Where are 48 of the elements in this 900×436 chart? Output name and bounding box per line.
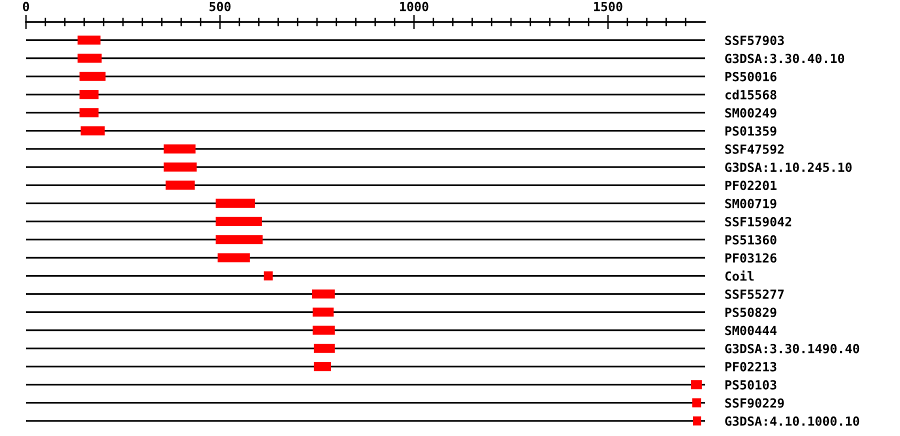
bar xyxy=(264,271,273,280)
y-tick-label: cd15568 xyxy=(725,90,776,100)
bar xyxy=(691,380,702,390)
bar xyxy=(78,54,102,63)
bar xyxy=(78,36,100,45)
y-tick-label: PS50829 xyxy=(725,308,776,318)
bar xyxy=(216,198,255,208)
bar xyxy=(218,253,250,262)
y-tick-label: PS50016 xyxy=(725,72,776,82)
x-tick-label: 0 xyxy=(22,2,30,12)
y-tick-label: PS50103 xyxy=(725,380,776,390)
bar xyxy=(164,162,197,172)
bar xyxy=(312,308,334,317)
y-tick-label: PF03126 xyxy=(725,253,776,263)
y-tick-label: G3DSA:4.10.1000.10 xyxy=(725,416,860,426)
bar xyxy=(314,344,335,353)
bar xyxy=(692,416,702,426)
y-tick-label: SSF55277 xyxy=(725,289,784,299)
bar xyxy=(80,72,106,81)
bar xyxy=(216,235,263,244)
bar xyxy=(312,326,335,335)
bar xyxy=(166,180,195,190)
bar xyxy=(216,216,262,226)
bar xyxy=(312,289,335,299)
y-tick-label: SSF57903 xyxy=(725,36,784,46)
y-tick-label: G3DSA:3.30.40.10 xyxy=(725,54,844,64)
y-tick-label: SSF47592 xyxy=(725,144,784,154)
bar xyxy=(80,108,99,118)
x-tick-label: 500 xyxy=(210,2,231,12)
y-tick-label: SM00249 xyxy=(725,108,776,118)
y-tick-label: PF02213 xyxy=(725,362,776,372)
bar xyxy=(80,90,99,100)
bar xyxy=(314,362,331,372)
y-tick-label: SM00719 xyxy=(725,198,776,208)
y-tick-label: PS51360 xyxy=(725,235,776,245)
y-tick-label: G3DSA:1.10.245.10 xyxy=(725,162,852,172)
bar xyxy=(692,398,702,408)
y-tick-label: G3DSA:3.30.1490.40 xyxy=(725,344,860,354)
x-tick-label: 1500 xyxy=(594,2,622,12)
x-tick-label: 1000 xyxy=(400,2,428,12)
bar xyxy=(80,126,105,136)
y-tick-label: PS01359 xyxy=(725,126,776,136)
y-tick-label: Coil xyxy=(725,270,754,281)
y-tick-label: PF02201 xyxy=(725,180,777,190)
y-tick-label: SSF90229 xyxy=(725,398,784,408)
y-tick-label: SSF159042 xyxy=(725,216,792,226)
y-tick-label: SM00444 xyxy=(725,326,777,336)
bar xyxy=(164,144,196,154)
